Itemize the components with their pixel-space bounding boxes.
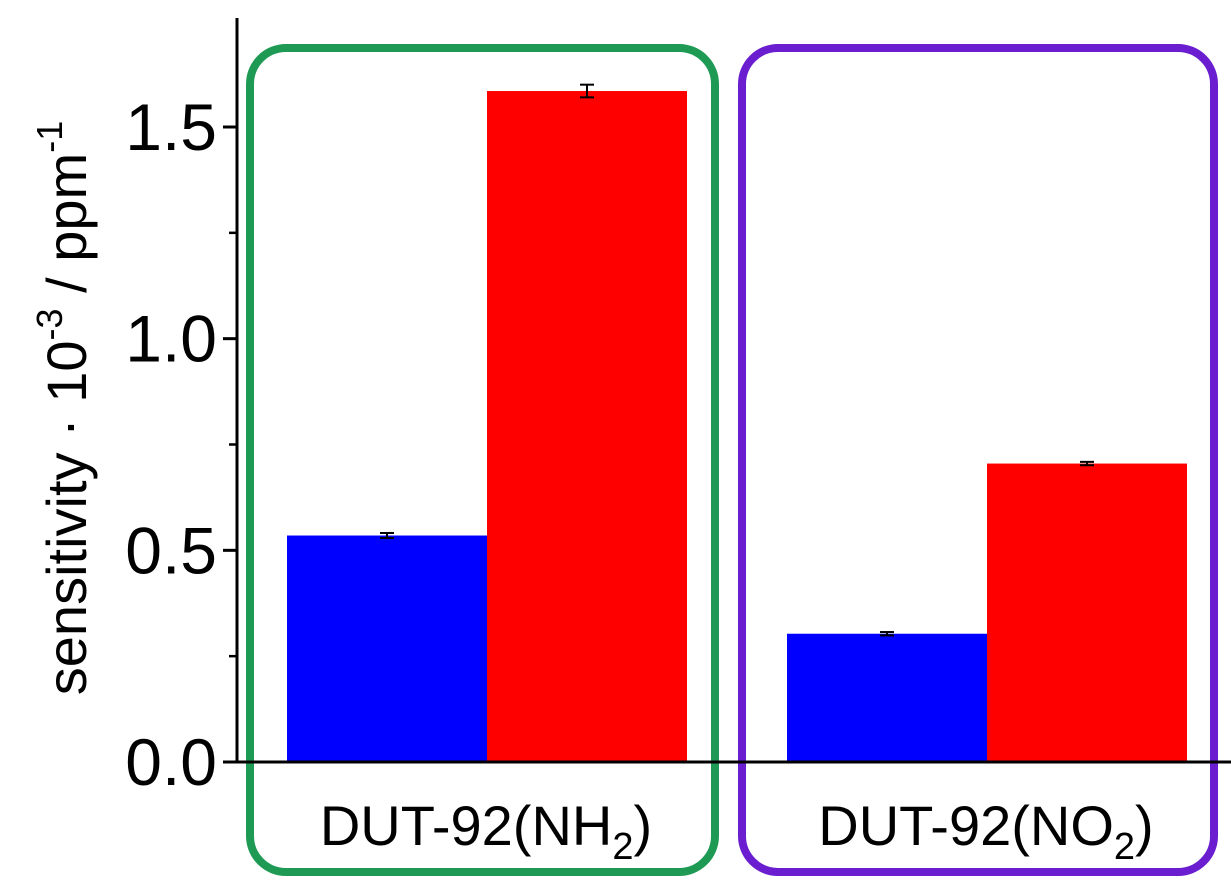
y-axis-title: sensitivity · 10-3 / ppm-1 [29, 121, 98, 695]
error-bar-series2-cat2 [1080, 460, 1094, 467]
y-tick-label: 1.0 [125, 302, 217, 376]
category-label-1: DUT-92(NH2) [320, 794, 652, 868]
labels: 0.0 0.5 1.0 1.5 DUT-92(NH2) DUT-92(NO2) sensit… [29, 90, 1154, 868]
bar-series2-cat1 [487, 91, 687, 763]
group-boxes [246, 44, 1218, 876]
group-box-2 [738, 44, 1218, 876]
y-tick-label: 0.0 [125, 725, 217, 799]
bar-series1-cat2 [787, 633, 987, 762]
error-bar-series1-cat1 [380, 531, 394, 540]
y-tick-label: 0.5 [125, 513, 217, 587]
error-bar-series2-cat1 [580, 83, 594, 99]
error-bars [380, 83, 1094, 637]
bar-series1-cat1 [287, 535, 487, 762]
bars [287, 91, 1187, 763]
bar-series2-cat2 [987, 463, 1187, 762]
category-label-2: DUT-92(NO2) [818, 794, 1153, 868]
group-box-1 [246, 44, 719, 876]
axes [223, 18, 1231, 764]
y-tick-label: 1.5 [125, 90, 217, 164]
error-bar-series1-cat2 [880, 631, 894, 637]
